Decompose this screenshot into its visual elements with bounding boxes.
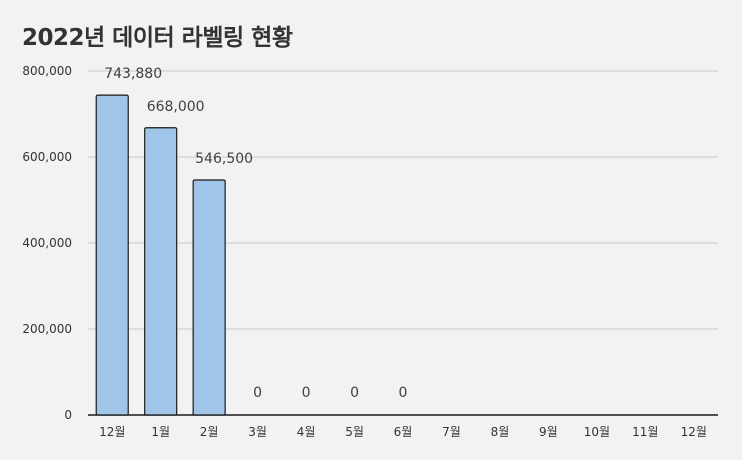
x-tick-label: 3월: [248, 425, 267, 439]
y-tick-label: 0: [64, 408, 72, 422]
y-tick-label: 200,000: [22, 322, 72, 336]
data-label: 668,000: [147, 99, 205, 115]
x-tick-label: 7월: [442, 425, 461, 439]
bar-layer: [95, 94, 226, 416]
x-tick-label: 12월: [99, 425, 125, 439]
bar: [95, 94, 129, 416]
data-label: 0: [350, 385, 359, 401]
x-tick-label: 6월: [394, 425, 413, 439]
x-tick-label: 5월: [345, 425, 364, 439]
x-tick-label: 9월: [539, 425, 558, 439]
data-label: 0: [302, 385, 311, 401]
x-tick-label: 12월: [681, 425, 707, 439]
bar: [192, 179, 226, 416]
y-tick-label: 800,000: [22, 64, 72, 78]
y-tick-label: 400,000: [22, 236, 72, 250]
y-tick-label: 600,000: [22, 150, 72, 164]
data-label: 743,880: [104, 66, 162, 82]
x-tick-label: 1월: [151, 425, 170, 439]
bar: [144, 127, 178, 416]
data-label: 0: [253, 385, 262, 401]
chart-title: 2022년 데이터 라벨링 현황: [22, 25, 293, 51]
x-tick-label: 4월: [297, 425, 316, 439]
label-layer: 0 200,000 400,000 600,000 800,000 743,880 12월 6…: [22, 64, 707, 439]
data-label: 0: [399, 385, 408, 401]
x-tick-label: 2월: [200, 425, 219, 439]
x-tick-label: 11월: [632, 425, 658, 439]
data-label: 546,500: [195, 151, 253, 167]
x-tick-label: 8월: [491, 425, 510, 439]
grid-layer: [88, 70, 718, 416]
x-tick-label: 10월: [584, 425, 610, 439]
